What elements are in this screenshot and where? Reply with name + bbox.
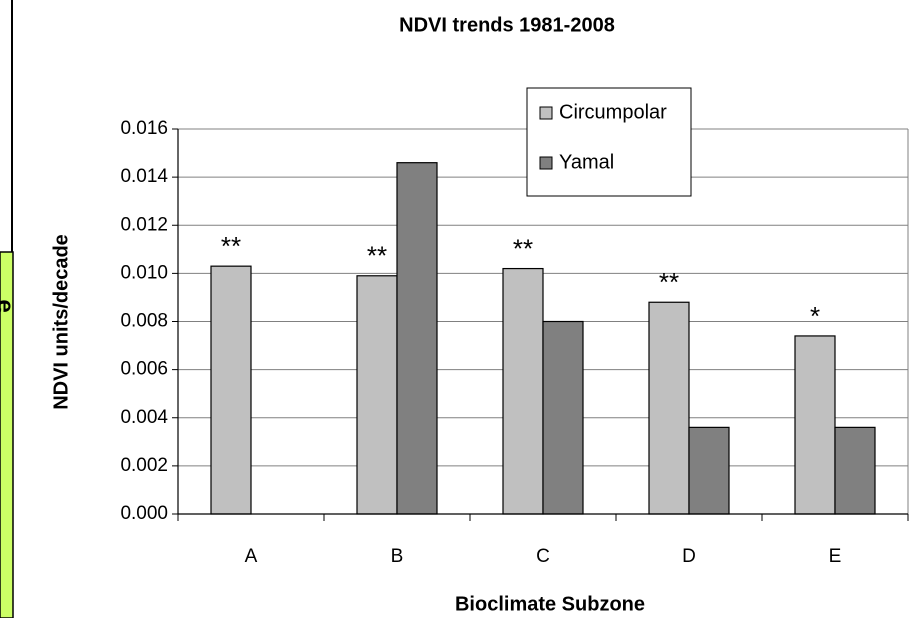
bar <box>794 335 836 515</box>
y-tick-label: 0.016 <box>120 118 168 139</box>
legend-label: Yamal <box>559 151 614 173</box>
annotation: ** <box>367 241 387 271</box>
bar <box>542 320 584 515</box>
legend-label: Circumpolar <box>559 101 667 123</box>
y-tick-label: 0.000 <box>120 503 168 524</box>
bar <box>396 162 438 515</box>
y-tick-label: 0.006 <box>120 359 168 380</box>
x-tick-label: D <box>682 546 696 567</box>
y-tick-label: 0.004 <box>120 407 168 428</box>
y-tick-label: 0.008 <box>120 311 168 332</box>
y-tick-label: 0.012 <box>120 214 168 235</box>
annotation: ** <box>221 231 241 261</box>
sidebar-panel <box>0 251 14 618</box>
x-tick-label: E <box>829 546 842 567</box>
x-tick-label: B <box>391 546 404 567</box>
x-axis-title: Bioclimate Subzone <box>455 593 645 615</box>
sidebar-text: e <box>0 299 19 312</box>
x-tick-label: C <box>536 546 550 567</box>
annotation: ** <box>659 267 679 297</box>
bar <box>502 267 544 515</box>
y-tick-label: 0.002 <box>120 455 168 476</box>
annotation: * <box>810 301 820 331</box>
bar <box>210 265 252 515</box>
legend-box <box>526 87 692 197</box>
legend-swatch <box>539 106 553 120</box>
x-tick-label: A <box>245 546 258 567</box>
bar <box>834 426 876 515</box>
bar <box>356 275 398 515</box>
y-tick-label: 0.010 <box>120 262 168 283</box>
annotation: ** <box>513 233 533 263</box>
y-axis-title: NDVI units/decade <box>50 234 72 410</box>
legend-swatch <box>539 156 553 170</box>
bar <box>648 301 690 515</box>
bar <box>688 426 730 515</box>
chart-title: NDVI trends 1981-2008 <box>399 14 615 36</box>
y-tick-label: 0.014 <box>120 166 168 187</box>
